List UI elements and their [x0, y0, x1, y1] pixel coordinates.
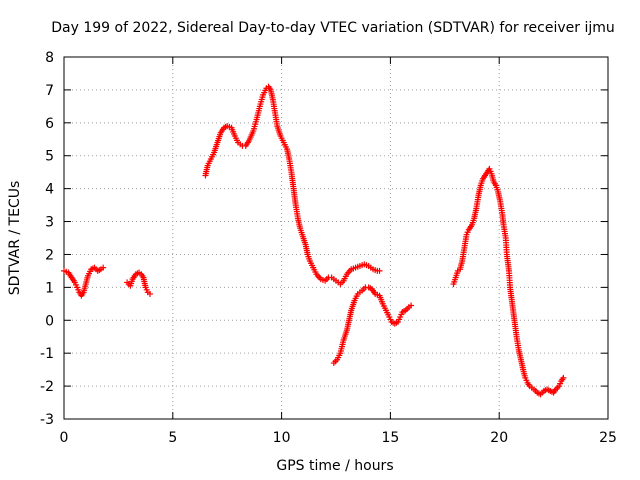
- x-tick-label: 20: [490, 430, 508, 446]
- data-points: [61, 83, 567, 398]
- y-tick-label: 7: [45, 83, 54, 99]
- x-axis-label: GPS time / hours: [276, 458, 393, 474]
- x-tick-label: 5: [168, 430, 177, 446]
- y-tick-label: 6: [45, 116, 54, 132]
- plot-frame: [63, 56, 609, 420]
- x-tick-label: 15: [381, 430, 399, 446]
- axis-ticks: 0 5 10 15 20 25 -3 -2 -1 0 1 2 3 4 5 6 7 8: [40, 50, 617, 446]
- y-tick-label: -1: [40, 346, 54, 362]
- y-tick-label: 5: [45, 149, 54, 165]
- chart-title: Day 199 of 2022, Sidereal Day-to-day VTE…: [51, 20, 615, 36]
- y-tick-label: 8: [45, 50, 54, 66]
- data-point: [376, 267, 383, 274]
- y-tick-label: 1: [45, 280, 54, 296]
- y-tick-label: -3: [40, 412, 54, 428]
- data-point: [146, 290, 153, 297]
- plot-border: [63, 56, 609, 420]
- x-tick-label: 0: [60, 430, 69, 446]
- y-axis-label: SDTVAR / TECUs: [7, 181, 23, 296]
- grid: [64, 57, 608, 419]
- y-tick-label: 2: [45, 247, 54, 263]
- x-tick-label: 10: [273, 430, 291, 446]
- y-tick-label: 4: [45, 182, 54, 198]
- y-tick-label: 3: [45, 215, 54, 231]
- data-point: [560, 374, 567, 381]
- data-point: [100, 264, 107, 271]
- data-point: [408, 302, 415, 309]
- x-tick-label: 25: [599, 430, 617, 446]
- y-tick-label: -2: [40, 379, 54, 395]
- y-tick-label: 0: [45, 313, 54, 329]
